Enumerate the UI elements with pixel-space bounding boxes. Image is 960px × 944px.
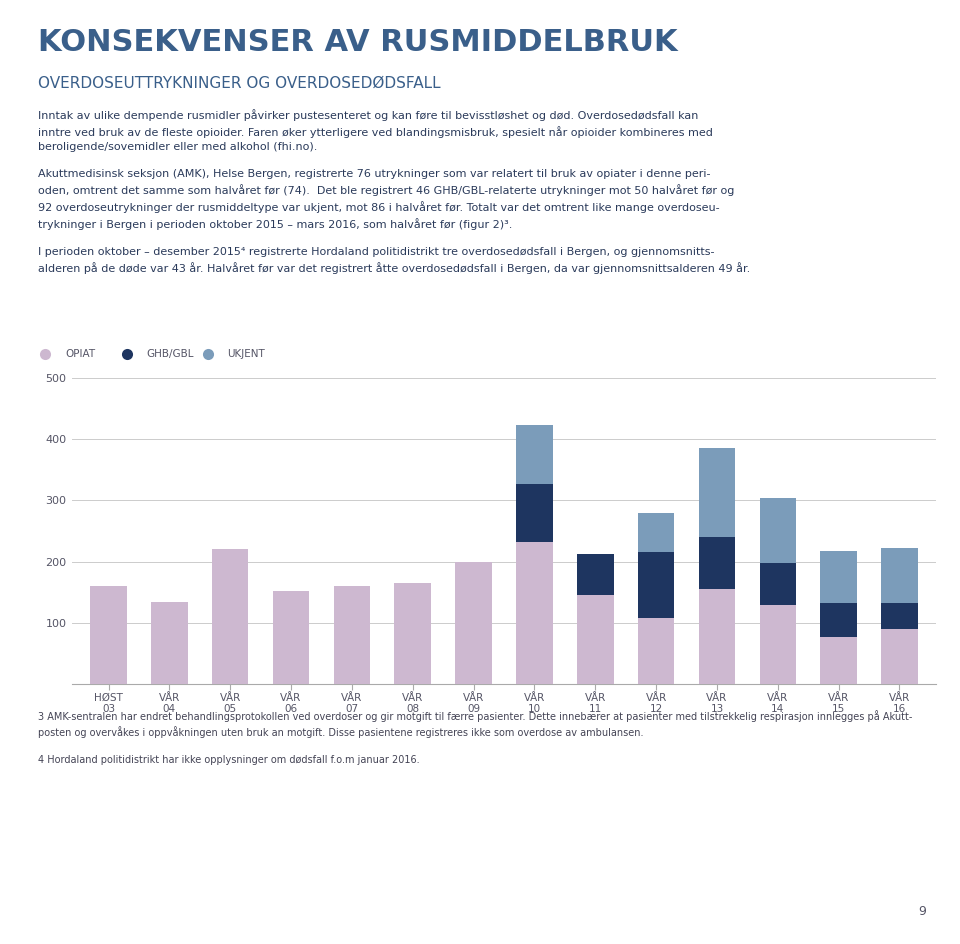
Bar [455,562,492,684]
Bar [516,483,553,542]
Text: Inntak av ulike dempende rusmidler påvirker pustesenteret og kan føre til beviss: Inntak av ulike dempende rusmidler påvir… [38,110,713,152]
Bar [699,537,735,589]
Bar [821,551,857,603]
Text: KONSEKVENSER AV RUSMIDDELBRUK: KONSEKVENSER AV RUSMIDDELBRUK [38,28,678,58]
Bar [881,548,918,603]
Text: I perioden oktober – desember 2015⁴ registrerte Hordaland politidistrikt tre ove: I perioden oktober – desember 2015⁴ regi… [38,247,751,274]
Bar [637,618,674,684]
Bar [151,601,187,684]
Bar [821,603,857,637]
Text: 4 Hordaland politidistrikt har ikke opplysninger om dødsfall f.o.m januar 2016.: 4 Hordaland politidistrikt har ikke oppl… [38,755,420,766]
Bar [637,552,674,618]
Bar [577,596,613,684]
Bar [90,586,127,684]
Bar [577,554,613,596]
Bar [699,589,735,684]
Text: UKJENT: UKJENT [228,349,265,359]
Text: OVERDOSEUTTRYKNINGER OG OVERDOSEDØDSFALL: OVERDOSEUTTRYKNINGER OG OVERDOSEDØDSFALL [38,76,441,91]
Bar [881,629,918,684]
Text: 9: 9 [919,904,926,918]
Bar [881,603,918,629]
Text: OPIAT: OPIAT [65,349,95,359]
Text: Akuttmedisinsk seksjon (AMK), Helse Bergen, registrerte 76 utrykninger som var r: Akuttmedisinsk seksjon (AMK), Helse Berg… [38,169,734,229]
Bar [699,448,735,537]
Bar [759,563,796,604]
Bar [273,591,309,684]
Bar [516,542,553,684]
Text: GHB/GBL: GHB/GBL [146,349,194,359]
Bar [759,604,796,684]
Bar [821,637,857,684]
Text: Figur 2: Overdoseutrykninger i Bergen 2003 – 2016: Figur 2: Overdoseutrykninger i Bergen 20… [49,312,352,326]
Bar [759,498,796,563]
Text: 3 AMK-sentralen har endret behandlingsprotokollen ved overdoser og gir motgift t: 3 AMK-sentralen har endret behandlingspr… [38,710,913,737]
Bar [395,583,431,684]
Bar [334,586,371,684]
Bar [212,549,249,684]
Bar [516,426,553,483]
Bar [637,514,674,552]
